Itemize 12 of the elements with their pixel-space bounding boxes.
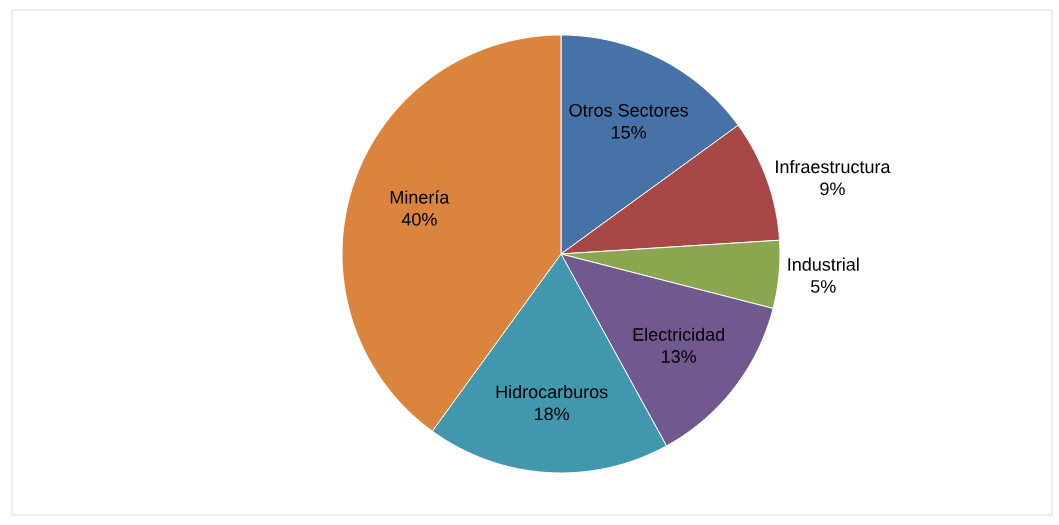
- data-label: 40%: [401, 212, 437, 226]
- slice-label: Otros Sectores: [569, 103, 688, 117]
- data-label: 15%: [611, 126, 646, 139]
- slice-label: Electricidad: [633, 327, 725, 341]
- data-label: 18%: [535, 407, 570, 421]
- data-label: 5%: [811, 280, 836, 293]
- slice-label: Minería: [390, 190, 450, 204]
- slice-label: Industrial: [788, 257, 859, 271]
- data-label: 9%: [820, 182, 845, 196]
- slice-label: Infraestructura: [776, 159, 891, 174]
- data-label: 13%: [662, 350, 697, 363]
- slice-label: Hidrocarburos: [496, 385, 608, 399]
